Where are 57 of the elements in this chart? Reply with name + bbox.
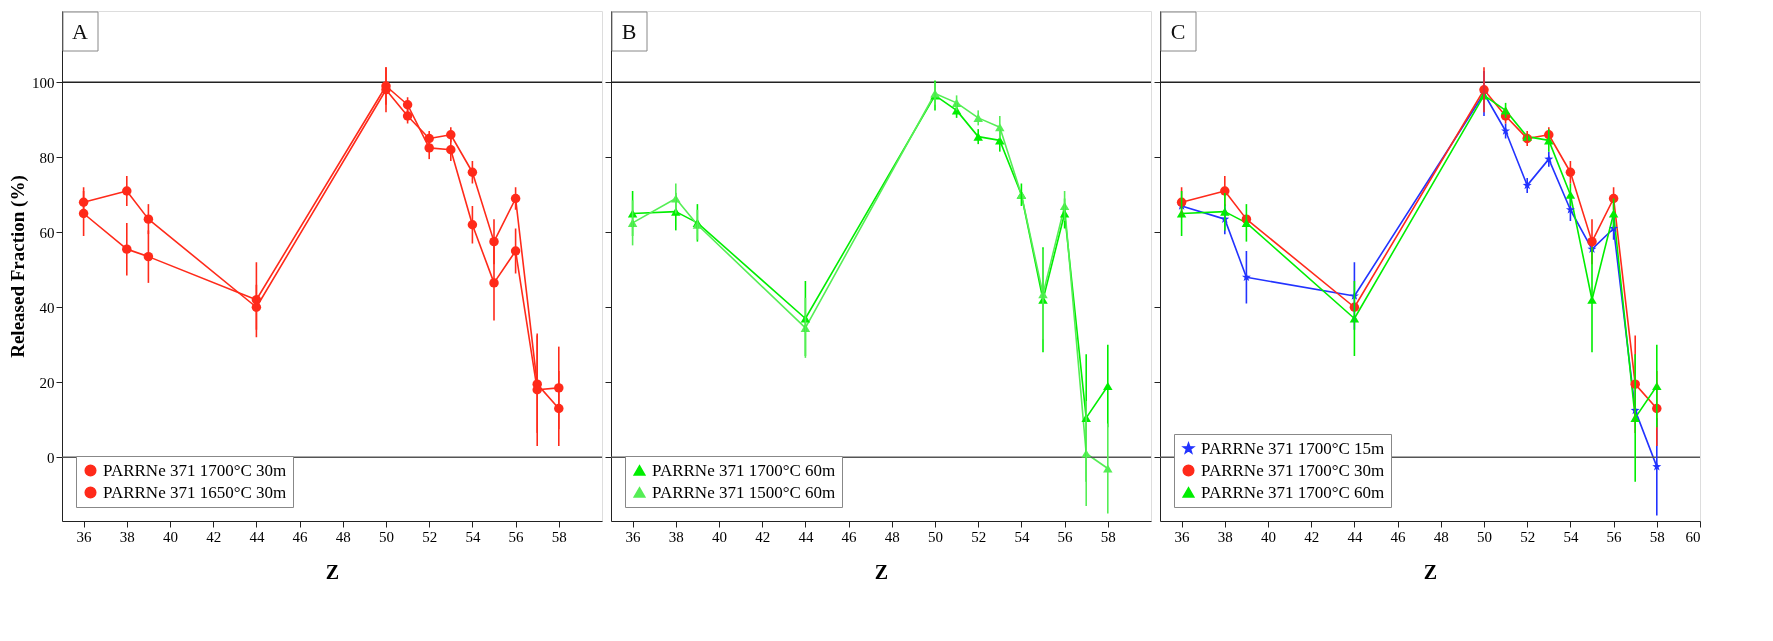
legend-label: PARRNe 371 1700°C 60m [652, 460, 836, 480]
y-axis-title: Released Fraction (%) [7, 175, 29, 358]
y-tick-label: 80 [39, 149, 55, 166]
x-tick-label: 44 [798, 528, 814, 545]
chart-title: B [621, 19, 637, 44]
x-tick-label: 50 [928, 528, 943, 545]
legend-label: PARRNe 371 1700°C 30m [103, 460, 287, 480]
x-tick-label: 38 [119, 528, 135, 545]
x-tick-label: 58 [551, 528, 567, 545]
y-tick-label: 100 [32, 74, 55, 91]
x-tick-label: 46 [841, 528, 858, 545]
x-tick-label: 58 [1100, 528, 1116, 545]
x-tick-label: 46 [1390, 528, 1407, 545]
x-tick-label: 50 [379, 528, 394, 545]
x-tick-label: 56 [1057, 528, 1074, 545]
x-tick-label: 52 [1520, 528, 1536, 545]
x-tick-label: 54 [1563, 528, 1579, 545]
x-tick-label: 54 [465, 528, 481, 545]
y-tick-label: 20 [39, 374, 55, 391]
x-tick-label: 36 [1174, 528, 1191, 545]
chart-title: C [1170, 19, 1186, 44]
y-tick-label: 0 [47, 449, 55, 466]
x-axis-title: Z [874, 560, 889, 583]
x-tick-label: 54 [1014, 528, 1030, 545]
x-tick-label: 36 [76, 528, 93, 545]
x-tick-label: 42 [755, 528, 771, 545]
x-tick-label: 44 [249, 528, 265, 545]
legend-label: PARRNe 371 1500°C 60m [652, 482, 836, 502]
x-tick-label: 46 [292, 528, 309, 545]
legend-label: PARRNe 371 1700°C 30m [1201, 460, 1385, 480]
legend-label: PARRNe 371 1700°C 15m [1201, 438, 1385, 458]
x-tick-label: 48 [1433, 528, 1449, 545]
y-tick-label: 40 [39, 299, 55, 316]
x-axis-title: Z [1423, 560, 1438, 583]
chart-title: A [72, 19, 89, 44]
x-tick-label: 40 [712, 528, 727, 545]
legend-label: PARRNe 371 1650°C 30m [103, 482, 287, 502]
x-tick-label: 48 [335, 528, 351, 545]
x-tick-label: 56 [508, 528, 525, 545]
x-tick-label: 44 [1347, 528, 1363, 545]
x-tick-label: 40 [163, 528, 178, 545]
y-tick-label: 60 [39, 224, 55, 241]
x-tick-label: 38 [668, 528, 684, 545]
x-tick-label: 42 [206, 528, 222, 545]
legend-label: PARRNe 371 1700°C 60m [1201, 482, 1385, 502]
x-tick-label: 42 [1304, 528, 1320, 545]
x-tick-label: 56 [1606, 528, 1623, 545]
x-tick-label: 40 [1261, 528, 1276, 545]
x-tick-label: 38 [1217, 528, 1233, 545]
x-tick-label: 52 [422, 528, 438, 545]
x-tick-label: 52 [971, 528, 987, 545]
x-tick-label: 60 [1685, 528, 1701, 545]
x-tick-label: 58 [1649, 528, 1665, 545]
x-tick-label: 36 [625, 528, 642, 545]
x-axis-title: Z [325, 560, 340, 583]
x-tick-label: 50 [1477, 528, 1492, 545]
x-tick-label: 48 [884, 528, 900, 545]
